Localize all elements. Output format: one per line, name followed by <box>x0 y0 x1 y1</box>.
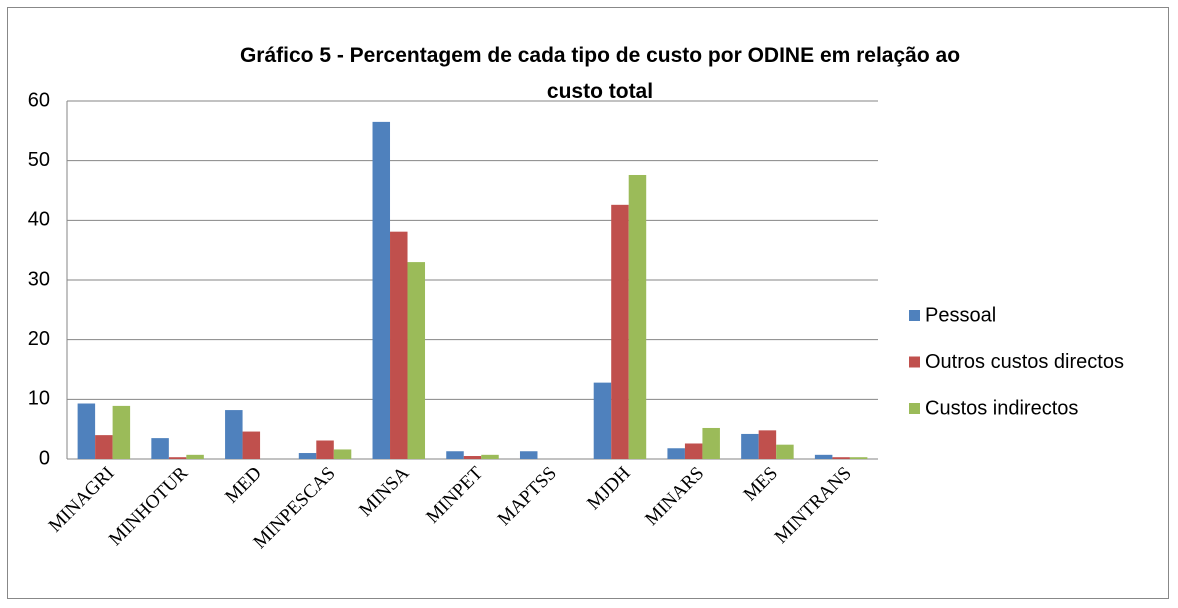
bar <box>463 456 482 459</box>
x-tick-label: MINAGRI <box>45 463 119 537</box>
x-tick-label: MES <box>740 463 782 505</box>
bar <box>702 427 720 459</box>
legend-label: Pessoal <box>925 304 996 326</box>
bar <box>758 430 777 459</box>
legend-label: Custos indirectos <box>925 397 1078 419</box>
x-tick-label: MAPTSS <box>494 463 561 530</box>
bar <box>832 457 850 459</box>
chart-frame <box>7 7 1169 599</box>
legend-label: Outros custos directos <box>925 351 1124 373</box>
bar <box>611 204 629 459</box>
bar <box>628 174 647 459</box>
x-tick-label: MINHOTUR <box>105 463 192 550</box>
bar <box>667 448 685 459</box>
bar <box>372 121 391 459</box>
bar <box>481 454 499 459</box>
bar <box>333 449 352 459</box>
bar <box>168 457 187 459</box>
bar <box>446 451 464 459</box>
bar <box>225 410 243 459</box>
bar <box>684 443 703 459</box>
y-tick-label: 20 <box>28 328 50 350</box>
bar <box>593 382 612 459</box>
bar <box>298 453 317 459</box>
x-tick-label: MINTRANS <box>771 463 856 548</box>
bar <box>186 454 204 459</box>
bar <box>112 405 131 459</box>
bar <box>151 438 169 459</box>
y-tick-label: 30 <box>28 268 50 290</box>
y-tick-label: 60 <box>28 89 50 111</box>
y-tick-label: 40 <box>28 209 50 231</box>
bar <box>95 435 113 459</box>
bar <box>242 431 261 459</box>
y-tick-label: 0 <box>39 447 50 469</box>
bar <box>814 454 833 459</box>
bar <box>849 457 868 459</box>
chart-title: Gráfico 5 - Percentagem de cada tipo de … <box>239 44 961 103</box>
bar <box>316 440 334 459</box>
x-tick-label: MED <box>221 463 266 508</box>
x-tick-label: MJDH <box>583 463 635 515</box>
bar <box>741 433 759 459</box>
bar <box>519 451 538 459</box>
x-tick-label: MINARS <box>641 463 708 530</box>
x-tick-label: MINSA <box>355 463 413 521</box>
y-tick-label: 10 <box>28 388 50 410</box>
bar <box>77 403 96 459</box>
legend-swatch <box>909 356 920 368</box>
x-tick-label: MINPET <box>422 462 487 527</box>
legend-swatch <box>909 403 920 414</box>
bar <box>407 262 426 459</box>
bar <box>776 444 794 459</box>
bar <box>390 231 408 459</box>
legend-swatch <box>909 310 920 321</box>
y-tick-label: 50 <box>28 149 50 171</box>
